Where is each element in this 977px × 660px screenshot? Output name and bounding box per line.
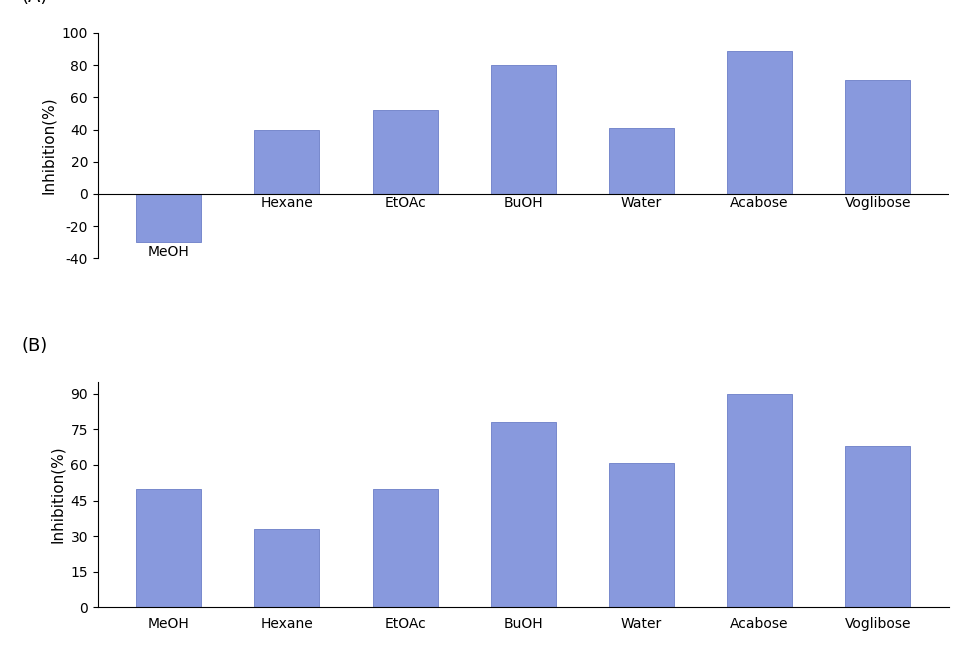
Text: (A): (A) (21, 0, 48, 6)
Text: Acabose: Acabose (730, 196, 788, 211)
Text: Voglibose: Voglibose (844, 196, 910, 211)
Bar (844, 446, 910, 607)
Text: (B): (B) (21, 337, 48, 355)
Bar (372, 488, 437, 607)
Text: EtOAc: EtOAc (384, 196, 426, 211)
Y-axis label: Inhibition(%): Inhibition(%) (41, 97, 56, 195)
Bar (136, 488, 201, 607)
Bar (609, 128, 673, 194)
Bar (254, 129, 319, 194)
Bar (726, 51, 791, 194)
Bar (609, 463, 673, 607)
Bar (726, 394, 791, 607)
Bar (844, 80, 910, 194)
Bar (372, 110, 437, 194)
Text: Water: Water (620, 196, 661, 211)
Text: MeOH: MeOH (148, 246, 190, 259)
Text: BuOH: BuOH (503, 196, 542, 211)
Bar (490, 422, 555, 607)
Text: Hexane: Hexane (260, 196, 313, 211)
Bar (254, 529, 319, 607)
Bar (490, 65, 555, 194)
Bar (136, 194, 201, 242)
Y-axis label: Inhibition(%): Inhibition(%) (50, 446, 64, 543)
